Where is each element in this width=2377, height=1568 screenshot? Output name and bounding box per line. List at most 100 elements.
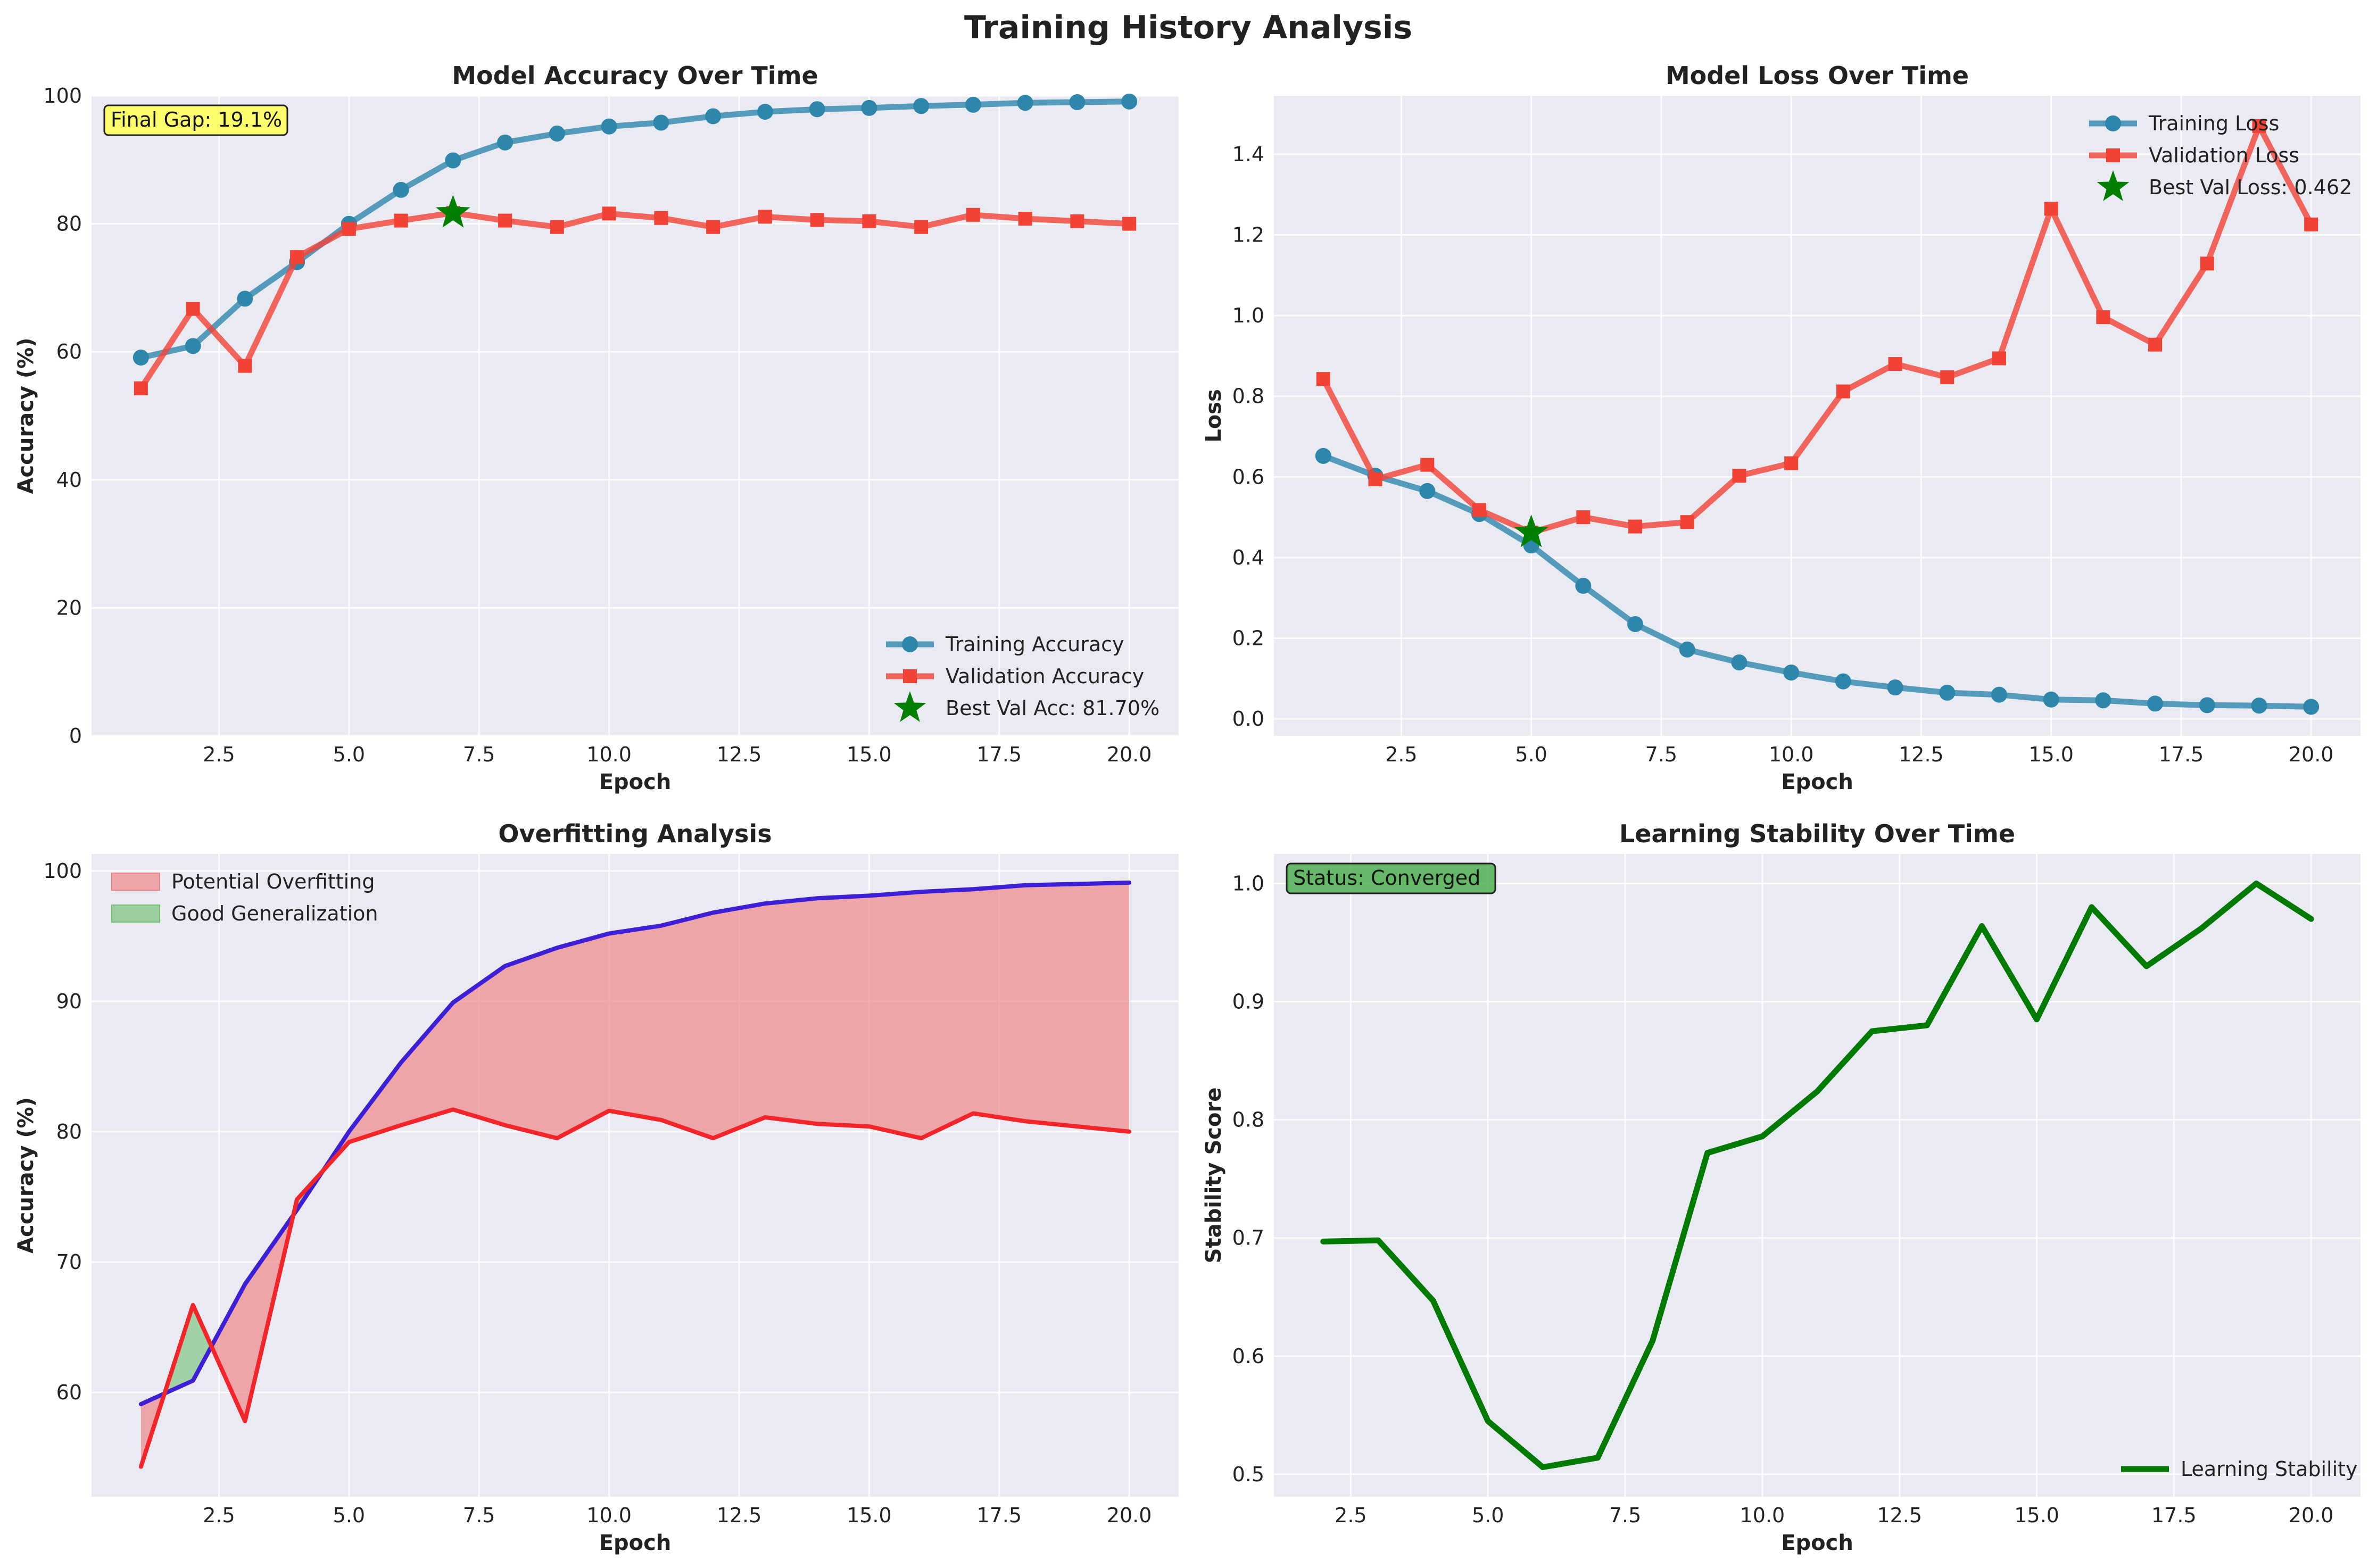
panels: 2.5 5.0 7.5 10.0 12.5 15.0 17.5 20.0 0 20 40 60 80 10… (14, 61, 2361, 1555)
accuracy-xtick-label: 17.5 (976, 743, 1022, 766)
loss-data-point (1888, 357, 1902, 371)
loss-data-point (1939, 684, 1956, 701)
accuracy-legend-marker (903, 669, 917, 683)
loss-data-point (1835, 673, 1851, 690)
loss-plot-area (1274, 96, 2361, 736)
loss-data-point (1627, 616, 1644, 633)
loss-data-point (1836, 384, 1850, 399)
overfitting-xtick-label: 17.5 (976, 1504, 1022, 1527)
overfitting-legend-label: Good Generalization (171, 902, 378, 925)
loss-data-point (2148, 337, 2163, 352)
loss-data-point (1679, 641, 1695, 658)
accuracy-series-line-1 (138, 210, 1132, 392)
overfitting-fill-region (505, 948, 557, 1139)
loss-series-line-1 (1320, 123, 2314, 536)
generalization-fill-region (193, 1305, 212, 1381)
loss-xtick-label: 2.5 (1385, 743, 1417, 766)
overfitting-fill-region (211, 1284, 245, 1421)
stability-xtick-label: 2.5 (1335, 1504, 1366, 1527)
accuracy-title: Model Accuracy Over Time (452, 61, 818, 90)
accuracy-data-point (497, 134, 514, 151)
overfitting-legend-label: Potential Overfitting (171, 870, 375, 893)
panel-loss: 2.5 5.0 7.5 10.0 12.5 15.0 17.5 20.0 0.0 0.2 0.4 0.… (1202, 61, 2361, 794)
overfitting-ytick-label: 80 (56, 1120, 82, 1143)
stability-annotation-box (1286, 862, 1496, 894)
loss-xtick-label: 15.0 (2028, 743, 2074, 766)
accuracy-data-point (394, 213, 408, 228)
accuracy-data-point (185, 338, 201, 354)
overfitting-fill-region (973, 885, 1025, 1122)
loss-legend-marker (2106, 148, 2120, 162)
accuracy-data-point (549, 125, 565, 142)
loss-data-point (1420, 458, 1435, 472)
loss-ytick-label: 0.2 (1232, 627, 1264, 650)
overfitting-xtick-label: 15.0 (847, 1504, 892, 1527)
loss-ytick-label: 1.4 (1232, 143, 1264, 166)
accuracy-data-point (290, 250, 304, 264)
loss-data-point (2251, 698, 2267, 714)
loss-legend-star (2097, 170, 2130, 201)
accuracy-ytick-label: 60 (56, 340, 82, 363)
loss-data-point (1316, 372, 1330, 386)
loss-data-point (2043, 691, 2059, 708)
loss-ytick-label: 1.2 (1232, 223, 1264, 247)
accuracy-data-point (1018, 211, 1032, 226)
accuracy-data-point (809, 101, 825, 118)
loss-data-point (1783, 664, 1800, 681)
overfitting-fill-region (1025, 884, 1078, 1127)
loss-data-point (1315, 447, 1331, 464)
accuracy-ytick-label: 0 (69, 724, 82, 748)
loss-xtick-label: 7.5 (1645, 743, 1677, 766)
overfitting-ylabel: Accuracy (%) (14, 1097, 38, 1254)
loss-data-point (2200, 256, 2214, 271)
loss-data-point (1940, 370, 1954, 385)
overfitting-title: Overfitting Analysis (498, 819, 772, 848)
loss-data-point (1784, 456, 1799, 470)
loss-data-point (1731, 654, 1747, 671)
loss-ytick-label: 0.6 (1232, 465, 1264, 488)
stability-xlabel: Epoch (1781, 1531, 1853, 1555)
overfitting-fill-region (453, 966, 506, 1125)
accuracy-xtick-label: 20.0 (1107, 743, 1152, 766)
accuracy-data-point (1017, 95, 1033, 111)
accuracy-data-point (653, 114, 669, 131)
loss-data-point (2303, 699, 2320, 715)
loss-data-point (2147, 695, 2164, 712)
loss-ytick-label: 0.4 (1232, 546, 1264, 569)
accuracy-ytick-label: 100 (43, 84, 82, 107)
loss-data-point (1992, 351, 2006, 366)
overfitting-series-line-0 (138, 880, 1132, 1406)
accuracy-data-point (601, 118, 617, 135)
stability-plot-area (1274, 854, 2361, 1497)
accuracy-xtick-label: 2.5 (203, 743, 235, 766)
loss-ytick-label: 1.0 (1232, 304, 1264, 327)
stability-ytick-label: 0.7 (1232, 1226, 1264, 1250)
loss-series-line-0 (1320, 453, 2314, 710)
figure-title: Training History Analysis (964, 9, 1412, 46)
accuracy-legend-label: Best Val Acc: 81.70% (946, 696, 1159, 720)
loss-data-point (2095, 692, 2111, 709)
loss-data-point (1628, 519, 1643, 534)
accuracy-legend-label: Validation Accuracy (946, 665, 1144, 688)
accuracy-legend-label: Training Accuracy (945, 633, 1124, 656)
loss-data-point (2252, 119, 2266, 133)
loss-legend-marker (2105, 115, 2121, 131)
accuracy-data-point (1069, 94, 1086, 111)
loss-data-point (1991, 686, 2007, 703)
loss-xtick-label: 5.0 (1515, 743, 1547, 766)
overfitting-ytick-label: 90 (56, 990, 82, 1013)
stability-xtick-label: 7.5 (1609, 1504, 1641, 1527)
loss-data-point (1419, 483, 1436, 499)
overfitting-xtick-label: 2.5 (203, 1504, 235, 1527)
accuracy-ytick-label: 20 (56, 596, 82, 619)
accuracy-data-point (810, 213, 824, 227)
overfitting-ytick-label: 70 (56, 1250, 82, 1274)
overfitting-fill-region (401, 1002, 453, 1125)
overfitting-ytick-label: 100 (43, 859, 82, 883)
accuracy-xtick-label: 12.5 (717, 743, 762, 766)
overfitting-ytick-label: 60 (56, 1381, 82, 1404)
loss-data-point (2304, 217, 2318, 231)
loss-data-point (2044, 202, 2058, 216)
accuracy-ytick-label: 40 (56, 468, 82, 492)
